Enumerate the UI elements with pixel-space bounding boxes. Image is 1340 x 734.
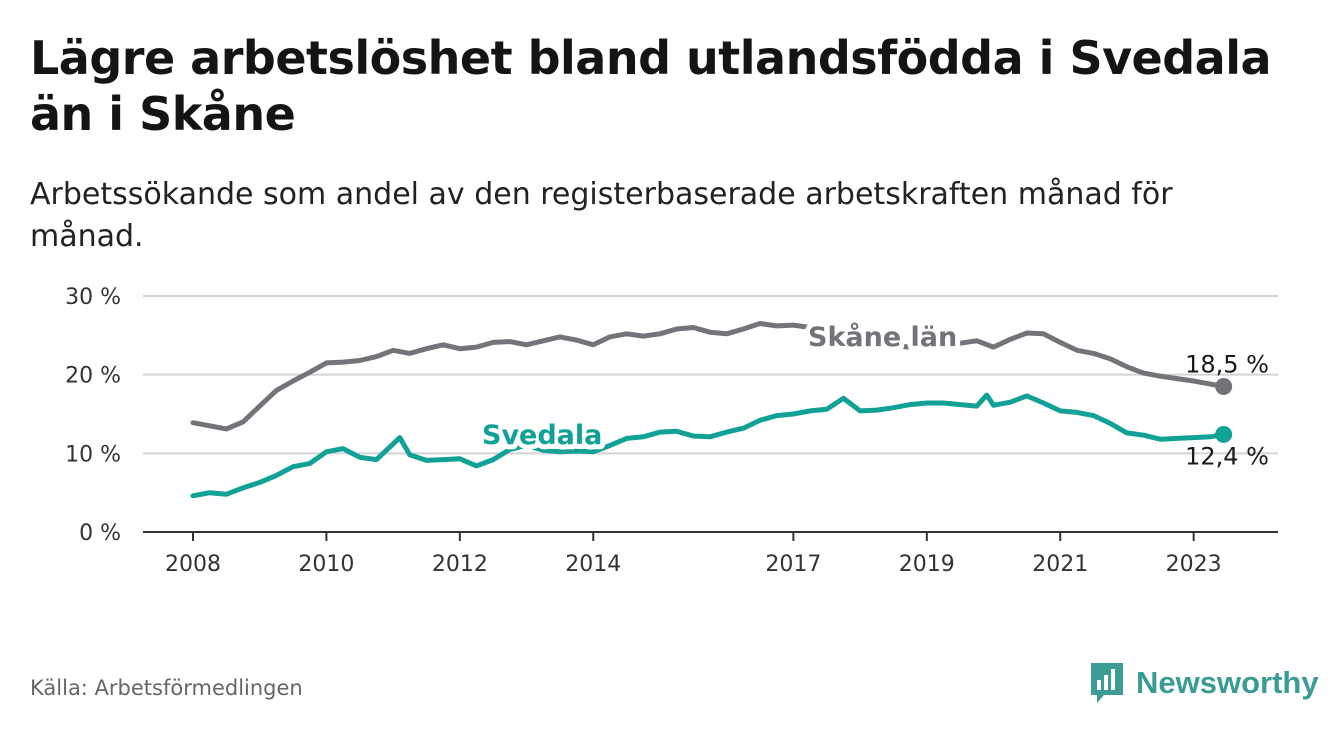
series-line-sk-ne-l-n	[190, 321, 1227, 432]
bar-chart-bubble-icon	[1091, 663, 1123, 703]
end-value-label-svedala: 12,4 %	[1185, 442, 1269, 470]
brand-name: Newsworthy	[1136, 665, 1319, 700]
x-tick-label: 2019	[899, 552, 955, 577]
y-tick-label: 30 %	[65, 285, 121, 310]
y-tick-label: 10 %	[65, 442, 121, 467]
x-tick-label: 2012	[432, 552, 488, 577]
series-label-svedala: Svedala	[482, 420, 602, 451]
x-tick-label: 2008	[165, 552, 221, 577]
chart-subtitle: Arbetssökande som andel av den registerb…	[30, 177, 1173, 254]
x-tick-label: 2023	[1166, 552, 1222, 577]
chart-title: Lägre arbetslöshet bland utlandsfödda i …	[30, 31, 1272, 141]
x-tick-label: 2021	[1032, 552, 1088, 577]
axes: 0 % 10 % 20 % 30 % 2008 2010 2012 2014 2017 2019 2…	[65, 285, 1278, 577]
end-point-marker	[1215, 425, 1233, 443]
x-tick-label: 2010	[298, 552, 354, 577]
series-label-skane: Skåne län	[808, 321, 957, 353]
y-tick-label: 0 %	[79, 521, 121, 546]
grid-lines	[143, 295, 1278, 455]
source-note: Källa: Arbetsförmedlingen	[30, 676, 303, 700]
series-label-skane-halo: Skåne län	[808, 321, 957, 353]
end-point-marker	[1215, 377, 1233, 395]
end-value-label-skane: 18,5 %	[1185, 350, 1269, 378]
series-label-svedala-halo: Svedala	[482, 420, 602, 451]
series-lines	[190, 321, 1233, 499]
y-tick-label: 20 %	[65, 364, 121, 389]
series-line-svedala	[190, 392, 1227, 499]
x-tick-label: 2017	[765, 552, 821, 577]
brand-logo[interactable]: Newsworthy	[1088, 660, 1319, 706]
x-tick-label: 2014	[565, 552, 621, 577]
